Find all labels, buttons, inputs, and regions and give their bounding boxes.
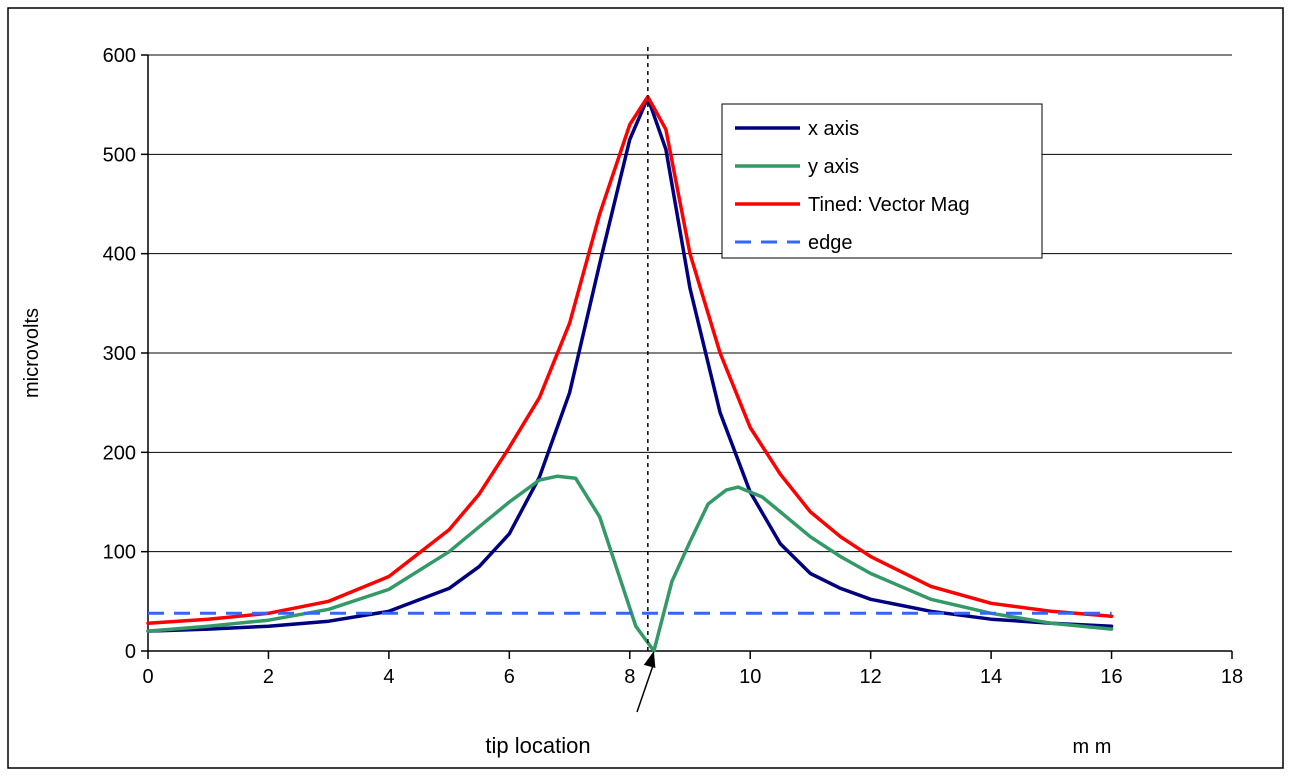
- y-tick-label-1: 100: [103, 542, 136, 564]
- series-1-line: [146, 474, 1114, 653]
- y-tick-label-6: 600: [103, 45, 136, 67]
- annotation-label: tip location: [485, 733, 590, 758]
- x-tick-label-9: 18: [1221, 666, 1243, 688]
- x-axis-label: m m: [1073, 736, 1112, 758]
- y-tick-label-3: 300: [103, 343, 136, 365]
- x-tick-label-6: 12: [860, 666, 882, 688]
- x-tick-label-3: 6: [504, 666, 515, 688]
- y-axis-label: microvolts: [21, 308, 43, 398]
- x-tick-label-0: 0: [142, 666, 153, 688]
- y-tick-label-4: 400: [103, 244, 136, 266]
- annotation-group: tip location: [485, 651, 656, 758]
- x-tick-label-5: 10: [739, 666, 761, 688]
- y-tick-label-0: 0: [125, 641, 136, 663]
- x-tick-label-4: 8: [624, 666, 635, 688]
- legend-label-3: edge: [808, 232, 853, 254]
- legend-label-1: y axis: [808, 156, 859, 178]
- x-tick-label-7: 14: [980, 666, 1002, 688]
- annotation-arrowhead: [643, 651, 656, 669]
- gridlines: [148, 54, 1232, 553]
- y-tick-label-2: 200: [103, 442, 136, 464]
- x-tick-label-2: 4: [383, 666, 394, 688]
- legend-label-0: x axis: [808, 118, 859, 140]
- y-tick-label-5: 500: [103, 144, 136, 166]
- x-tick-label-8: 16: [1100, 666, 1122, 688]
- legend: x axis y axis Tined: Vector Mag edge: [721, 103, 1043, 259]
- axes: 0 100 200 300 400 500 600 0 2 4 6 8 10 12 14 16 18: [103, 45, 1244, 688]
- legend-label-2: Tined: Vector Mag: [808, 194, 970, 216]
- annotation-arrow: [636, 662, 655, 713]
- x-tick-label-1: 2: [263, 666, 274, 688]
